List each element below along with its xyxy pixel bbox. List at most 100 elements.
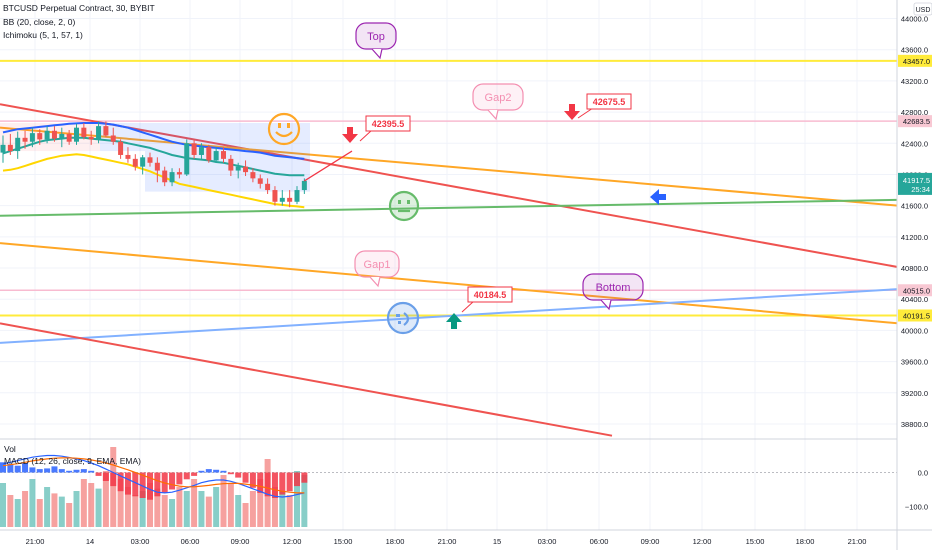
candle-body: [22, 137, 28, 142]
macd-tick-label: 0.0: [918, 469, 928, 478]
volume-bar: [29, 479, 36, 527]
bb-series-line: [2, 136, 305, 177]
face-outline: [388, 190, 420, 222]
face-eye: [398, 200, 401, 204]
volume-bar: [227, 483, 234, 527]
face-mouth: [275, 131, 293, 138]
macd-histogram-bar: [88, 470, 95, 473]
macd-histogram-bar: [102, 472, 109, 481]
time-tick-label: 21:00: [26, 537, 45, 546]
volume-bar: [14, 499, 21, 527]
macd-histogram-bar: [220, 470, 227, 473]
callout-top[interactable]: Top: [355, 22, 397, 60]
volume-bar: [132, 495, 139, 527]
price-note-box: [467, 286, 513, 303]
price-tick-label: 43200.0: [901, 77, 928, 86]
price-note[interactable]: 40184.5: [461, 286, 513, 313]
time-tick-label: 21:00: [848, 537, 867, 546]
macd-histogram-bar: [147, 472, 153, 500]
candle-body: [96, 126, 102, 140]
volume-bar: [51, 493, 58, 527]
volume-bar: [183, 491, 190, 527]
time-tick-label: 03:00: [538, 537, 557, 546]
callout-gap1[interactable]: Gap1: [354, 250, 400, 288]
macd-histogram-bar: [183, 472, 190, 480]
candle-body: [59, 133, 65, 139]
price-level-tag-label: 40191.5: [903, 311, 930, 320]
candle-body: [140, 157, 146, 167]
volume-bar: [191, 479, 198, 527]
candle-body: [103, 126, 109, 136]
candle-body: [191, 143, 197, 155]
smile-face-icon: [267, 112, 301, 146]
volume-bar: [124, 487, 131, 527]
candle-body: [37, 133, 43, 140]
candle-body: [110, 135, 116, 142]
macd-histogram-bar: [14, 465, 21, 473]
callout-bottom[interactable]: Bottom: [582, 273, 644, 311]
macd-histogram-bar: [279, 472, 286, 495]
currency-label: USD: [916, 7, 931, 14]
macd-histogram-bar: [169, 472, 176, 490]
macd-histogram-bar: [264, 472, 271, 497]
candle-body: [213, 151, 219, 161]
volume-label: Vol: [4, 444, 16, 454]
currency-badge: [913, 2, 932, 16]
volume-bar: [154, 488, 161, 527]
candle-body: [81, 127, 87, 138]
volume-bar: [110, 447, 117, 527]
price-note[interactable]: 42395.5: [359, 115, 411, 142]
volume-bar: [286, 495, 293, 527]
price-tick-label: 39200.0: [901, 389, 928, 398]
macd-histogram-bar: [242, 472, 249, 483]
price-tick-label: 42400.0: [901, 139, 928, 148]
arrow-down-icon: [342, 127, 358, 143]
price-level-tag: [898, 54, 932, 67]
callout-bubble: [582, 273, 644, 301]
macd-histogram-bar: [110, 472, 117, 487]
trend-line: [0, 126, 925, 209]
price-note-text: 42675.5: [593, 97, 626, 107]
candle-body: [279, 197, 285, 202]
macd-histogram-bar: [73, 469, 80, 473]
price-note-pointer: [461, 300, 475, 313]
candle-body: [15, 137, 21, 152]
callout-gap2[interactable]: Gap2: [472, 83, 524, 121]
callout-text: Top: [367, 31, 385, 43]
volume-bar: [279, 491, 286, 527]
time-tick-label: 03:00: [131, 537, 150, 546]
grid-lines: [0, 0, 897, 530]
price-axis-bg: [897, 0, 932, 550]
price-level-tag-label: 43457.0: [903, 57, 930, 66]
trend-line: [0, 198, 925, 217]
price-note[interactable]: 42675.5: [577, 93, 632, 119]
volume-bar: [117, 479, 124, 527]
candle-body: [169, 172, 175, 183]
candle-body: [221, 151, 226, 159]
volume-bar: [36, 499, 43, 527]
bb-series-line: [2, 153, 305, 209]
candle-body: [66, 133, 72, 142]
time-axis: 21:00 14 03:00 06:00 09:00 12:00 15:00 18:00 21:…: [0, 529, 932, 546]
arrow-down-icon: [564, 104, 580, 120]
price-level-tag-label: 42683.5: [903, 117, 930, 126]
volume-bar: [213, 487, 220, 527]
macd-histogram-bar: [22, 462, 29, 473]
candle-body: [287, 197, 293, 202]
bb-indicator-label[interactable]: BB (20, close, 2, 0): [3, 17, 76, 27]
projection-arrow-line: [304, 150, 353, 182]
macd-line: [2, 454, 305, 498]
face-outline: [267, 112, 301, 146]
price-tick-label: 38800.0: [901, 420, 928, 429]
price-note-pointer: [577, 107, 594, 119]
macd-tick-label: −100.0: [905, 503, 928, 512]
candle-body: [257, 178, 263, 184]
ichimoku-indicator-label[interactable]: Ichimoku (5, 1, 57, 1): [3, 30, 83, 40]
candle-body: [29, 133, 35, 142]
candle-body: [125, 154, 131, 159]
macd-histogram-bar: [0, 462, 6, 473]
volume-bar: [169, 499, 176, 527]
macd-histogram-bar: [227, 472, 234, 475]
